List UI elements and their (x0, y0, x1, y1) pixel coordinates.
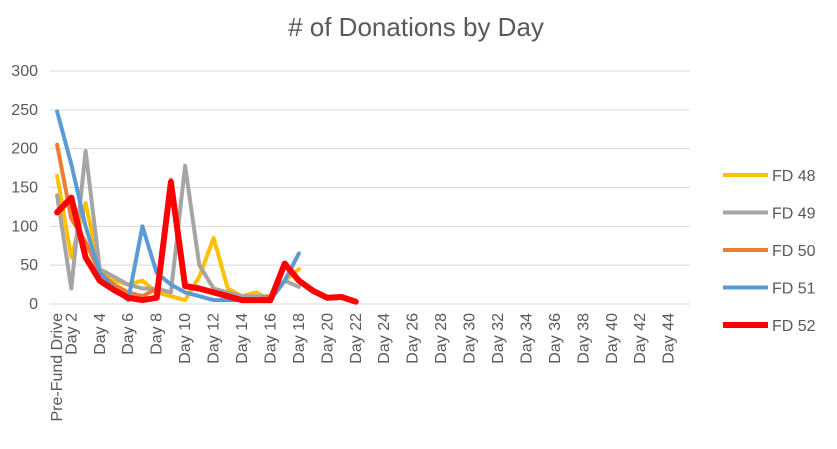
y-tick-label: 0 (29, 296, 38, 313)
x-tick-label: Day 16 (262, 313, 279, 364)
x-tick-label: Day 30 (462, 313, 479, 364)
legend-label: FD 49 (772, 206, 816, 223)
x-tick-label: Day 28 (433, 313, 450, 364)
gridlines (50, 70, 690, 305)
y-tick-label: 200 (11, 141, 38, 158)
x-tick-label: Day 20 (319, 313, 336, 364)
x-tick-label: Day 18 (291, 313, 308, 364)
legend: FD 48 FD 49 FD 50 FD 51 FD 52 (723, 168, 816, 335)
x-tick-label: Day 32 (490, 313, 507, 364)
chart-title: # of Donations by Day (288, 12, 544, 42)
x-tick-label: Day 10 (177, 313, 194, 364)
y-tick-label: 50 (20, 257, 38, 274)
legend-label: FD 52 (772, 318, 816, 335)
series-lines (54, 109, 359, 305)
x-tick-label: Day 40 (604, 313, 621, 364)
x-tick-label: Pre-Fund Drive (49, 313, 66, 422)
y-tick-label: 150 (11, 180, 38, 197)
legend-label: FD 51 (772, 281, 816, 298)
y-tick-label: 250 (11, 102, 38, 119)
y-tick-label: 100 (11, 218, 38, 235)
x-tick-label: Day 42 (632, 313, 649, 364)
legend-label: FD 50 (772, 243, 816, 260)
y-tick-label: 300 (11, 63, 38, 80)
x-tick-label: Day 12 (206, 313, 223, 364)
x-tick-label: Day 22 (348, 313, 365, 364)
x-tick-label: Day 26 (405, 313, 422, 364)
x-tick-label: Day 8 (149, 313, 166, 355)
x-tick-label: Day 38 (575, 313, 592, 364)
x-tick-label: Day 44 (661, 313, 678, 364)
x-tick-label: Day 2 (63, 313, 80, 355)
series-line-fd-52 (54, 179, 359, 305)
y-axis: 0 50 100 150 200 250 300 (11, 63, 38, 313)
x-tick-label: Day 4 (92, 313, 109, 355)
x-tick-label: Day 24 (376, 313, 393, 364)
x-tick-label: Day 36 (547, 313, 564, 364)
x-tick-label: Day 6 (120, 313, 137, 355)
legend-label: FD 48 (772, 168, 816, 185)
x-tick-label: Day 34 (518, 313, 535, 364)
x-tick-label: Day 14 (234, 313, 251, 364)
